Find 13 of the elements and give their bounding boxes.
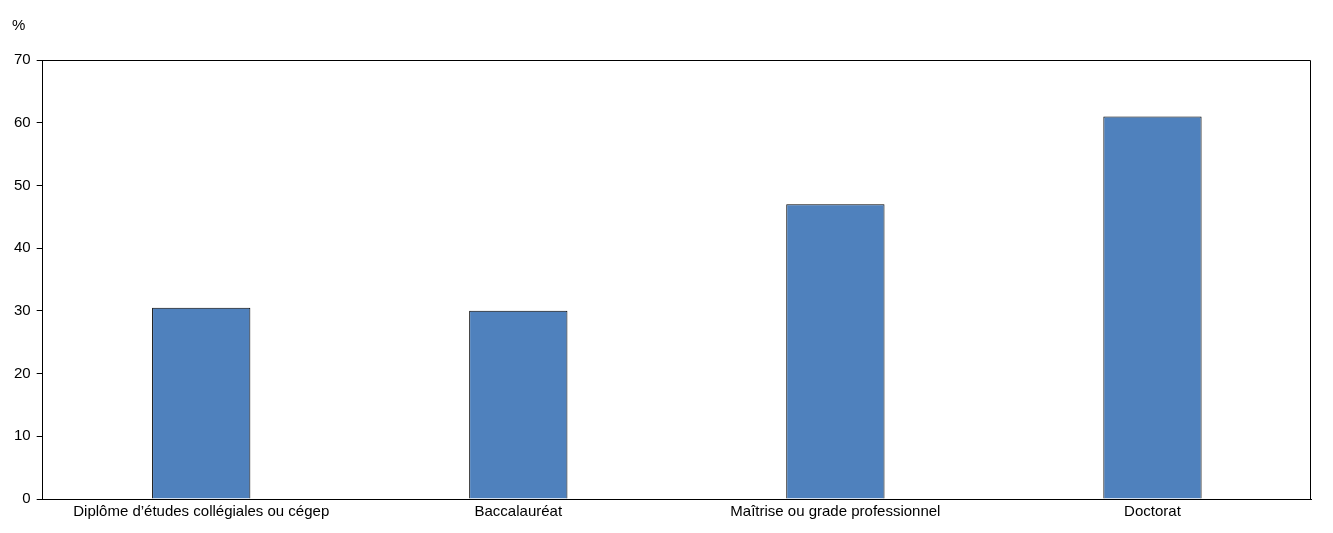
y-tick-label: 10 <box>14 426 31 444</box>
y-tick-label: 20 <box>14 363 31 381</box>
y-tick-label: 50 <box>14 175 31 193</box>
y-tick-label: 60 <box>14 112 31 130</box>
y-axis-title: % <box>12 15 26 33</box>
y-tick-label: 40 <box>14 238 31 256</box>
x-tick-label: Maîtrise ou grade professionnel <box>730 502 941 520</box>
x-tick-label: Doctorat <box>1124 502 1182 520</box>
y-tick-label: 70 <box>14 50 31 68</box>
y-tick-label: 0 <box>22 489 31 507</box>
x-tick-label: Baccalauréat <box>474 502 563 520</box>
y-tick-label: 30 <box>14 301 31 318</box>
x-tick-label: Diplôme d’études collégiales ou cégep <box>73 502 330 520</box>
